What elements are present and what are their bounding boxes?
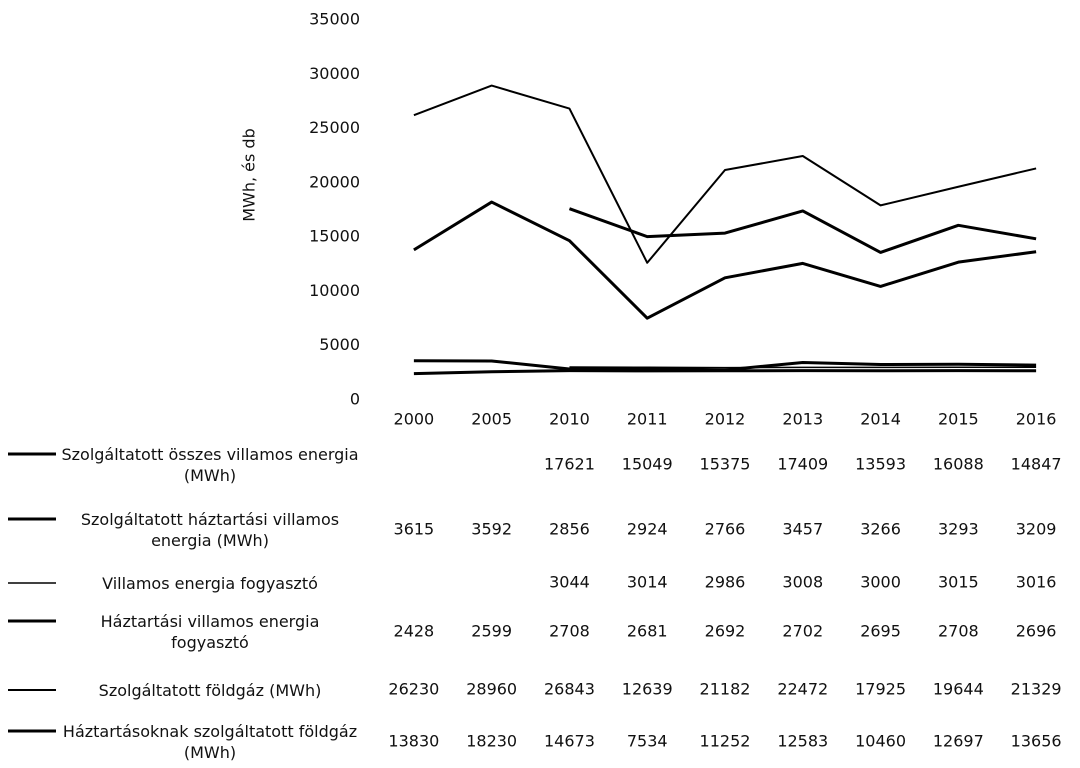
table-value: 3266 [860,520,901,539]
series-line [413,369,1037,376]
table-value: 16088 [933,455,984,474]
table-value: 3044 [549,573,590,592]
table-value: 28960 [466,680,517,699]
table-value: 7534 [627,732,668,751]
x-tick-label: 2015 [938,410,979,429]
table-value: 3008 [782,573,823,592]
table-value: 2428 [394,622,435,641]
table-value: 18230 [466,732,517,751]
legend-label: Háztartási villamos energia fogyasztó [100,612,320,652]
table-value: 2695 [860,622,901,641]
legend-label: Villamos energia fogyasztó [102,573,318,593]
y-tick-label: 25000 [309,118,360,137]
table-value: 11252 [700,732,751,751]
table-value: 3000 [860,573,901,592]
table-value: 2599 [471,622,512,641]
legend-label: Szolgáltatott háztartási villamos energi… [80,510,340,550]
table-value: 17621 [544,455,595,474]
x-tick-label: 2000 [394,410,435,429]
table-value: 14673 [544,732,595,751]
table-value: 2692 [705,622,746,641]
table-value: 13593 [855,455,906,474]
table-value: 2708 [938,622,979,641]
table-value: 15375 [700,455,751,474]
table-value: 3014 [627,573,668,592]
series-line [413,84,1037,264]
table-value: 13656 [1011,732,1062,751]
table-value: 3457 [782,520,823,539]
table-value: 2702 [782,622,823,641]
table-value: 2856 [549,520,590,539]
table-value: 12697 [933,732,984,751]
table-value: 19644 [933,680,984,699]
y-tick-label: 30000 [309,64,360,83]
table-value: 2681 [627,622,668,641]
x-tick-label: 2012 [705,410,746,429]
table-value: 21182 [700,680,751,699]
y-tick-label: 5000 [319,335,360,354]
table-value: 21329 [1011,680,1062,699]
table-value: 22472 [777,680,828,699]
table-value: 12639 [622,680,673,699]
series-line [413,200,1037,320]
y-tick-label: 15000 [309,227,360,246]
x-tick-label: 2010 [549,410,590,429]
table-value: 3293 [938,520,979,539]
table-value: 12583 [777,732,828,751]
series-line [568,207,1037,254]
table-value: 2766 [705,520,746,539]
table-value: 10460 [855,732,906,751]
y-tick-label: 10000 [309,281,360,300]
table-value: 2924 [627,520,668,539]
y-tick-label: 0 [350,390,360,409]
y-axis-label: MWh, és db [240,128,259,222]
y-tick-label: 20000 [309,172,360,191]
x-tick-label: 2016 [1016,410,1057,429]
table-value: 17409 [777,455,828,474]
table-value: 17925 [855,680,906,699]
table-value: 15049 [622,455,673,474]
table-value: 13830 [388,732,439,751]
table-value: 14847 [1011,455,1062,474]
legend-label: Háztartásoknak szolgáltatott földgáz (MW… [62,722,358,762]
table-value: 3015 [938,573,979,592]
series-line [413,359,1037,372]
table-value: 2696 [1016,622,1057,641]
x-tick-label: 2014 [860,410,901,429]
legend-label: Szolgáltatott összes villamos energia (M… [61,445,359,485]
series-line [569,366,1037,369]
table-value: 2986 [705,573,746,592]
legend-label: Szolgáltatott földgáz (MWh) [98,680,322,700]
x-tick-label: 2011 [627,410,668,429]
x-tick-label: 2013 [782,410,823,429]
table-value: 3592 [471,520,512,539]
table-value: 2708 [549,622,590,641]
table-value: 3615 [394,520,435,539]
table-value: 3209 [1016,520,1057,539]
y-tick-label: 35000 [309,10,360,29]
table-value: 3016 [1016,573,1057,592]
table-value: 26843 [544,680,595,699]
x-tick-label: 2005 [471,410,512,429]
table-value: 26230 [388,680,439,699]
